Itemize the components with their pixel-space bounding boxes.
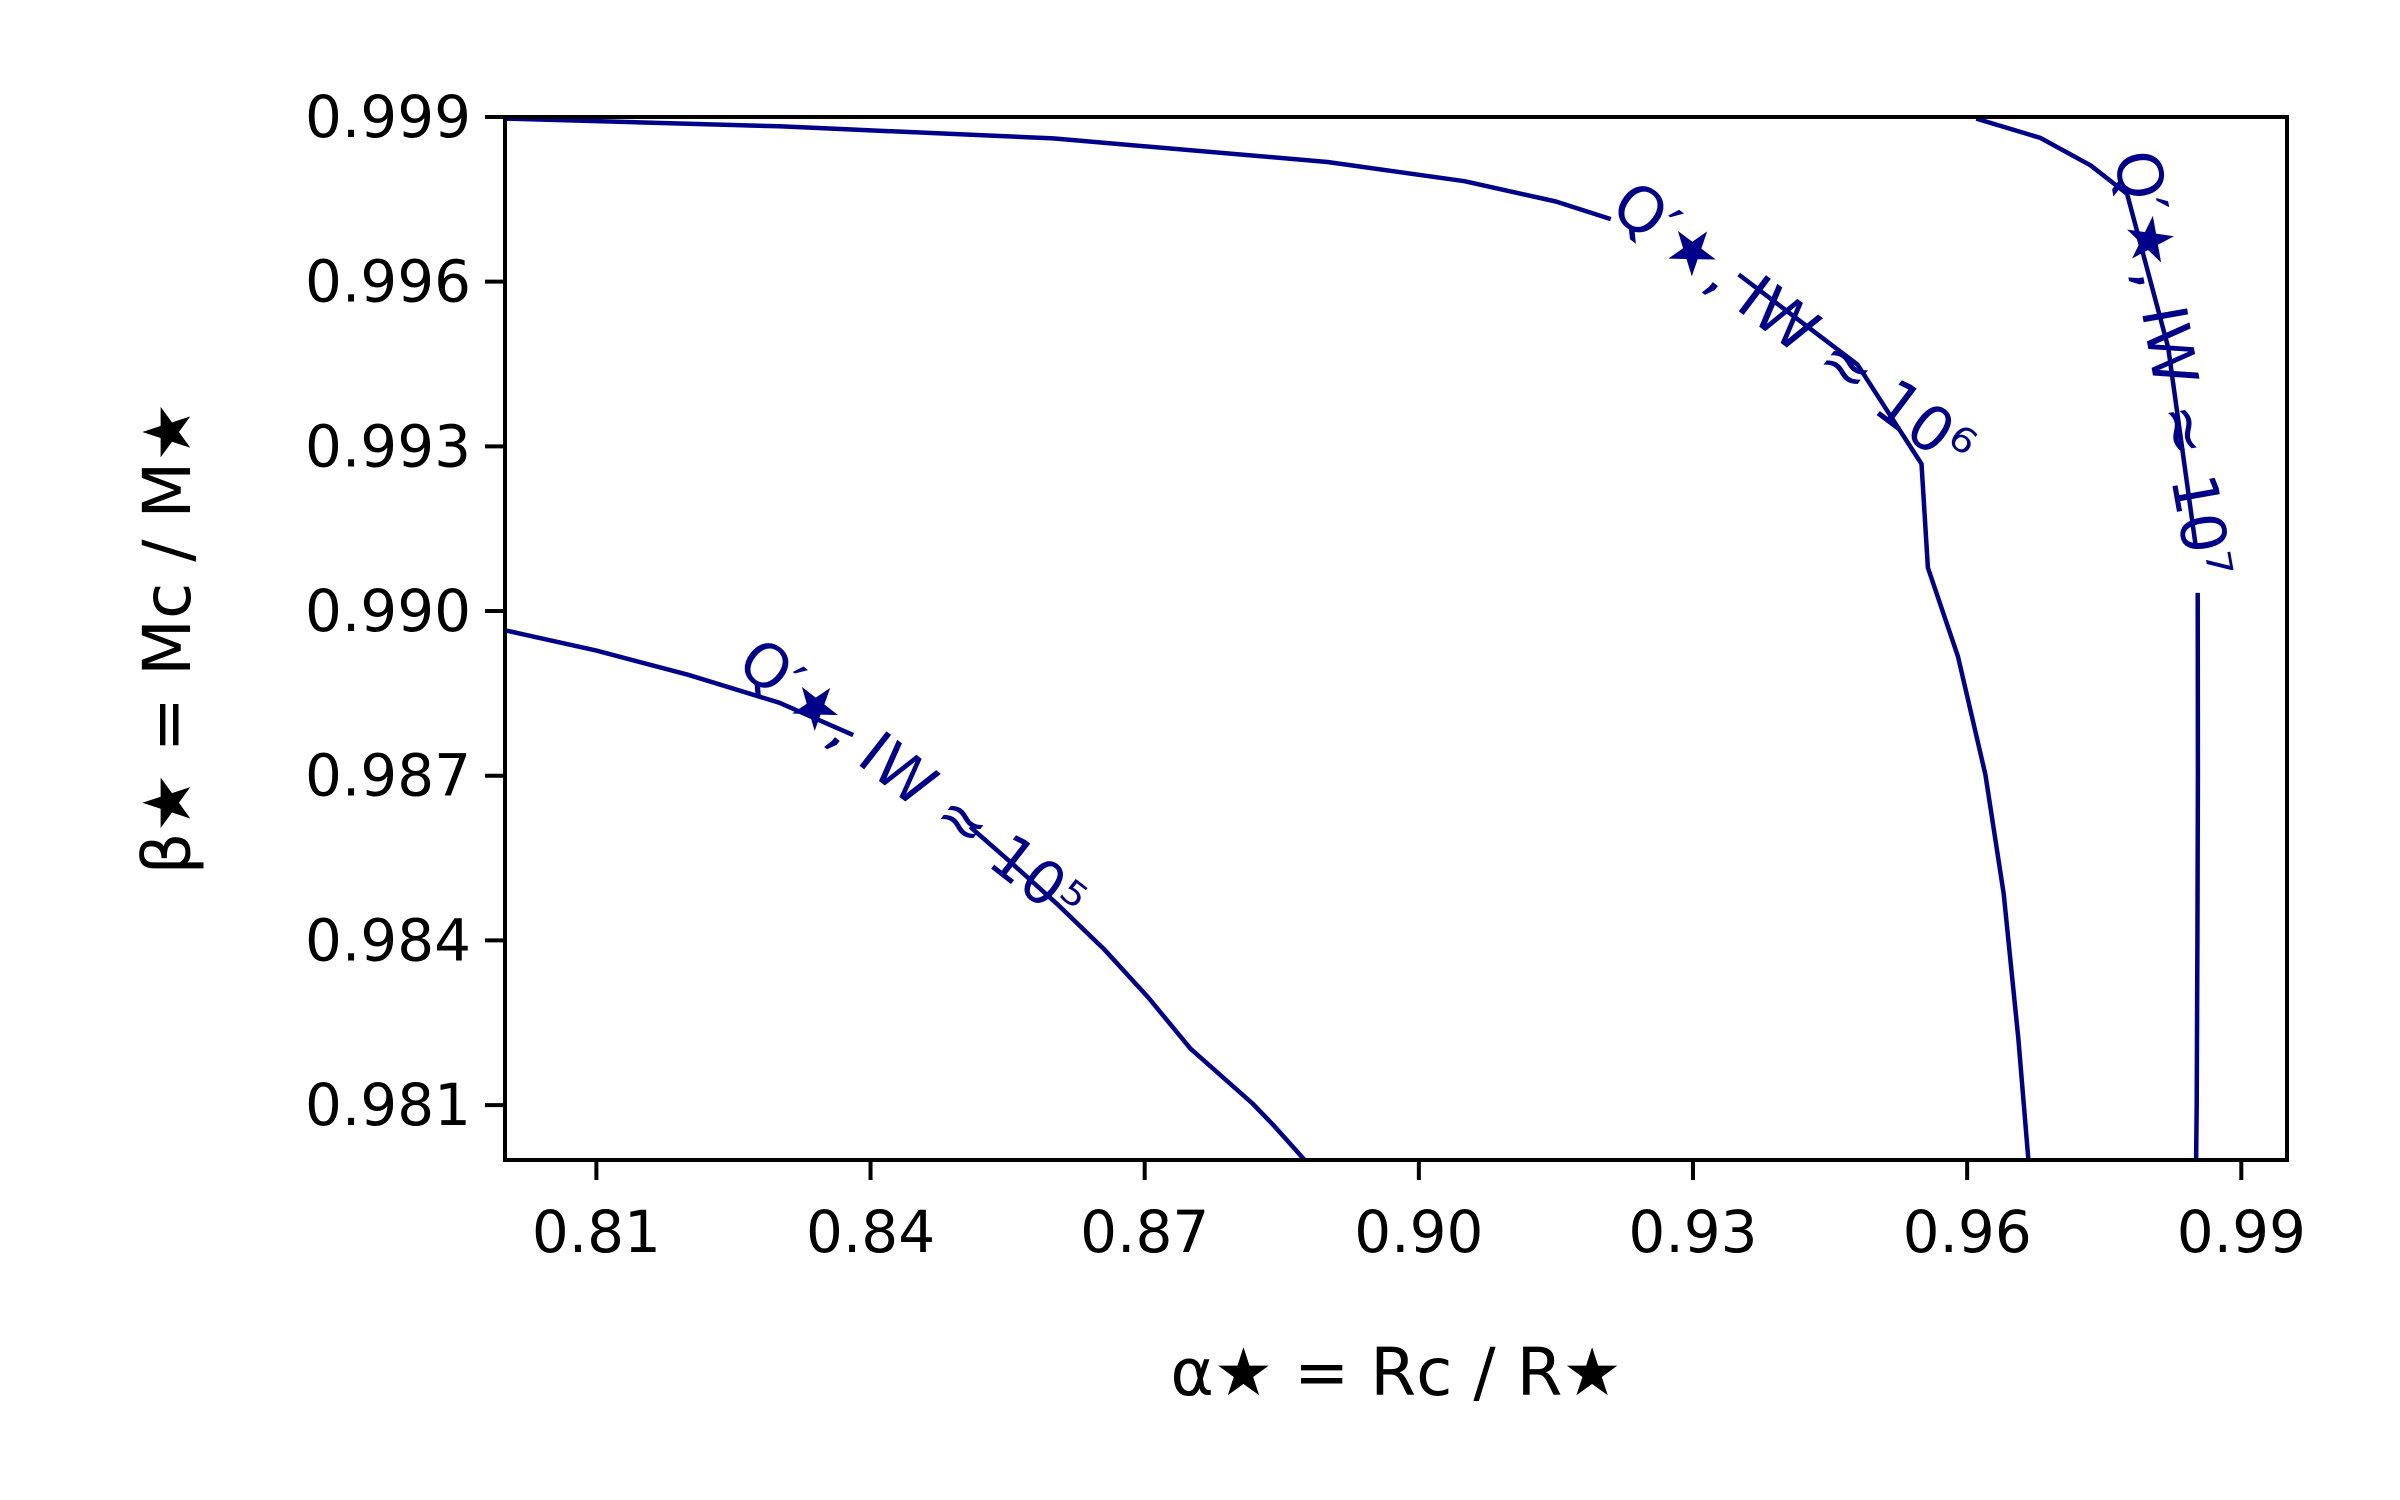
x-tick-label: 0.87 — [1080, 1198, 1209, 1266]
contour-labels: Q′★, IW ≈ 10⁵ Q′★, IW ≈ 10⁶ Q′★, IW ≈ 10⁷ — [725, 145, 2246, 938]
y-tick-label: 0.984 — [305, 906, 471, 974]
y-tick-label: 0.993 — [305, 412, 471, 480]
y-axis-ticks: 0.981 0.984 0.987 0.990 0.993 0.996 0.999 — [305, 83, 505, 1139]
x-tick-label: 0.96 — [1903, 1198, 2032, 1266]
contour-label-1e7: Q′★, IW ≈ 10⁷ — [2099, 145, 2246, 584]
y-tick-label: 0.987 — [305, 742, 471, 810]
y-tick-label: 0.981 — [305, 1071, 471, 1139]
contour-curves — [504, 116, 2201, 1162]
x-tick-label: 0.93 — [1628, 1198, 1757, 1266]
x-axis-ticks: 0.81 0.84 0.87 0.90 0.93 0.96 0.99 — [532, 1160, 2306, 1266]
contour-label-1e5: Q′★, IW ≈ 10⁵ — [725, 625, 1098, 938]
x-tick-label: 0.90 — [1354, 1198, 1483, 1266]
plot-frame — [503, 115, 2289, 1162]
y-axis-label: β★ = Mc / M★ — [129, 402, 206, 874]
contour-line-1e6 — [504, 116, 2031, 1161]
contour-line-1e7 — [1975, 116, 2201, 1161]
x-tick-label: 0.84 — [806, 1198, 935, 1266]
y-tick-label: 0.999 — [305, 83, 471, 151]
contour-label-1e6: Q′★, IW ≈ 10⁶ — [1599, 166, 1988, 485]
contour-line-1e5 — [504, 628, 1307, 1162]
y-tick-label: 0.996 — [305, 248, 471, 316]
x-tick-label: 0.81 — [532, 1198, 661, 1266]
y-tick-label: 0.990 — [305, 577, 471, 645]
x-tick-label: 0.99 — [2177, 1198, 2306, 1266]
x-axis-label: α★ = Rc / R★ — [1170, 1334, 1621, 1411]
